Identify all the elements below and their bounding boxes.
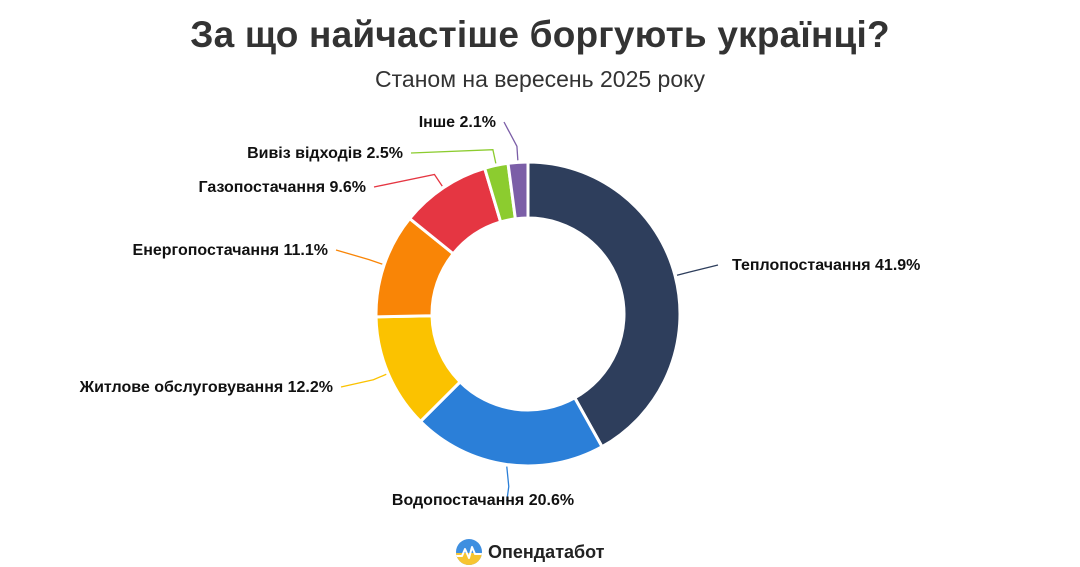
chart-title: За що найчастіше боргують українці? <box>190 14 890 55</box>
chart-subtitle: Станом на вересень 2025 року <box>375 66 705 92</box>
label-connectors <box>335 121 719 502</box>
connector-line-4 <box>335 249 383 265</box>
slice-label-1: Теплопостачання 41.9% <box>732 257 920 274</box>
donut-slice-7 <box>506 160 530 221</box>
connector-line-3 <box>340 373 387 388</box>
connector-line-6 <box>410 149 497 164</box>
slice-label-3: Житлове обслуговування 12.2% <box>79 379 333 396</box>
connector-line-7 <box>503 121 519 161</box>
donut-slice-1 <box>526 160 682 449</box>
slice-label-2: Водопостачання 20.6% <box>392 492 574 509</box>
slice-label-6: Вивіз відходів 2.5% <box>247 145 403 162</box>
connector-line-5 <box>373 173 443 188</box>
connector-line-1 <box>676 264 719 276</box>
brand-name: Опендатабот <box>488 541 605 562</box>
brand-footer: Опендатабот <box>455 537 605 567</box>
slice-label-5: Газопостачання 9.6% <box>198 179 366 196</box>
opendatabot-logo-icon <box>456 539 482 565</box>
slice-label-4: Енергопостачання 11.1% <box>133 242 328 259</box>
chart-slices <box>374 160 682 468</box>
chart-labels: Теплопостачання 41.9% Водопостачання 20.6… <box>79 114 921 509</box>
connector-line-2 <box>506 466 510 502</box>
slice-label-7: Інше 2.1% <box>419 114 496 131</box>
